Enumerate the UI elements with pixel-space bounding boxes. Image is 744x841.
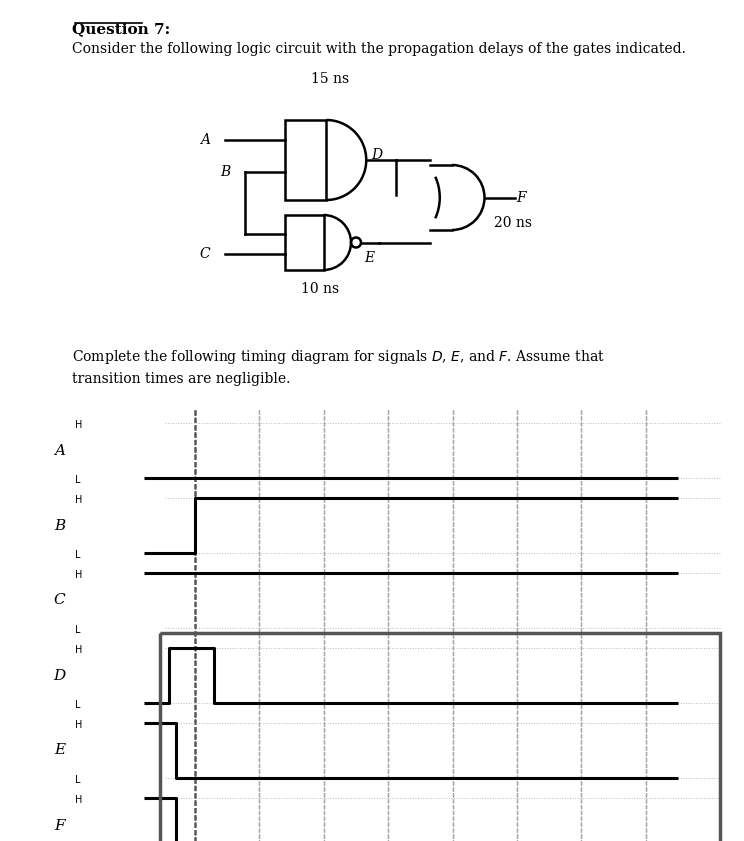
Wedge shape bbox=[452, 165, 484, 230]
Text: A: A bbox=[200, 133, 210, 147]
Text: L: L bbox=[75, 700, 80, 710]
Text: H: H bbox=[75, 645, 83, 655]
Text: C: C bbox=[199, 246, 210, 261]
Text: D: D bbox=[371, 148, 382, 162]
Bar bbox=[425, 167, 484, 228]
Text: H: H bbox=[75, 720, 83, 730]
Text: H: H bbox=[75, 795, 83, 805]
Text: B: B bbox=[54, 519, 65, 532]
Bar bbox=[285, 120, 327, 200]
Text: L: L bbox=[75, 625, 80, 635]
Text: Consider the following logic circuit with the propagation delays of the gates in: Consider the following logic circuit wit… bbox=[72, 42, 686, 56]
Text: 15 ns: 15 ns bbox=[311, 72, 349, 86]
Text: L: L bbox=[75, 475, 80, 485]
Text: F: F bbox=[516, 191, 526, 204]
Wedge shape bbox=[411, 177, 441, 217]
Text: B: B bbox=[219, 165, 230, 179]
Bar bbox=[285, 215, 324, 270]
Text: H: H bbox=[75, 420, 83, 430]
Text: A: A bbox=[54, 443, 65, 458]
Text: Complete the following timing diagram for signals $D$, $E$, and $F$. Assume that: Complete the following timing diagram fo… bbox=[72, 348, 605, 385]
Text: L: L bbox=[75, 775, 80, 785]
Text: Question 7:: Question 7: bbox=[72, 22, 170, 36]
Text: D: D bbox=[53, 669, 65, 683]
Text: C: C bbox=[54, 594, 65, 607]
Text: H: H bbox=[75, 495, 83, 505]
Text: F: F bbox=[54, 818, 65, 833]
Text: E: E bbox=[54, 743, 65, 758]
Wedge shape bbox=[324, 215, 351, 270]
Wedge shape bbox=[327, 120, 366, 200]
Text: L: L bbox=[75, 550, 80, 560]
Text: H: H bbox=[75, 570, 83, 580]
Text: E: E bbox=[364, 251, 374, 265]
Text: 20 ns: 20 ns bbox=[495, 215, 533, 230]
Text: 10 ns: 10 ns bbox=[301, 282, 339, 296]
